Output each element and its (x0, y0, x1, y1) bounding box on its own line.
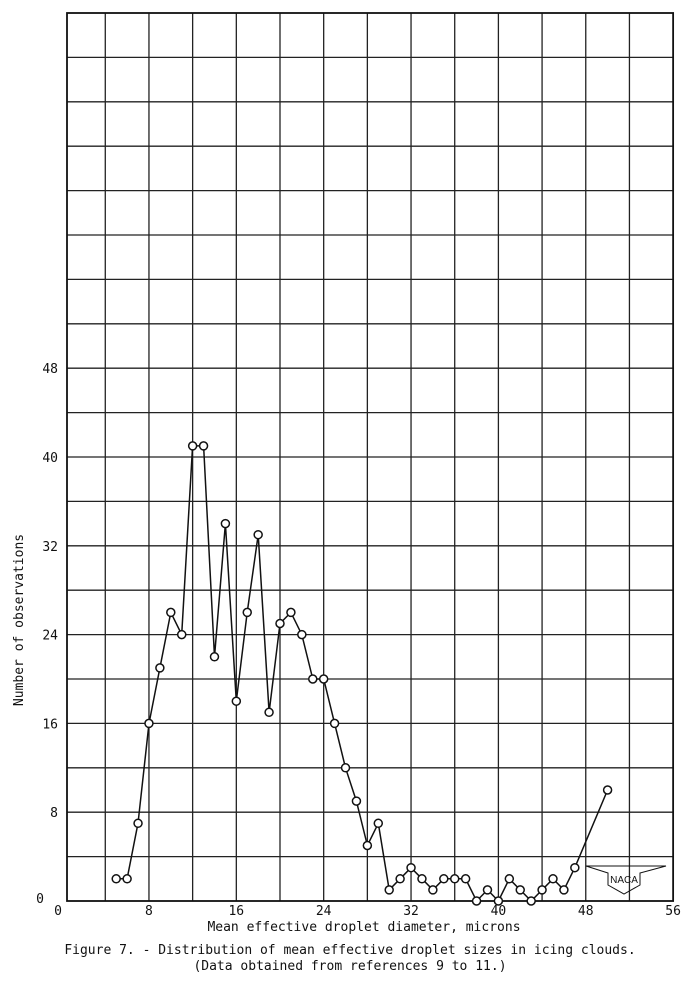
x-tick-label: 16 (228, 904, 244, 919)
data-point (439, 874, 449, 884)
x-tick-label: 40 (491, 904, 507, 919)
y-tick-label: 24 (42, 629, 58, 644)
data-point (264, 707, 274, 718)
data-point (384, 885, 394, 895)
data-point (471, 896, 482, 906)
svg-text:NACA: NACA (610, 875, 638, 886)
y-axis-label: Number of observations (12, 534, 27, 706)
data-point (176, 629, 187, 640)
data-point (417, 874, 427, 884)
data-point (570, 862, 580, 873)
data-point (351, 796, 362, 806)
x-axis-label: Mean effective droplet diameter, microns (207, 920, 520, 935)
data-point (406, 862, 416, 873)
x-tick-label: 56 (665, 904, 681, 919)
data-point (318, 674, 329, 684)
y-axis-ticks: 0 8 16 24 32 40 48 (36, 362, 58, 907)
data-point (297, 629, 307, 640)
figure-caption-line1: Figure 7. - Distribution of mean effecti… (64, 943, 636, 958)
plot-frame (66, 12, 675, 902)
data-point (526, 896, 536, 906)
y-tick-label: 40 (42, 451, 58, 466)
data-point (133, 818, 143, 829)
y-tick-label: 32 (42, 540, 58, 555)
data-point (187, 441, 198, 451)
data-point (504, 874, 515, 884)
grid (66, 12, 675, 902)
data-point (537, 885, 547, 895)
x-tick-label: 0 (54, 904, 62, 919)
data-point (166, 607, 176, 618)
x-tick-label: 24 (316, 904, 332, 919)
data-point (253, 529, 263, 540)
data-point (122, 874, 132, 884)
data-point (428, 885, 438, 895)
data-point (144, 718, 154, 729)
naca-logo: NACA (585, 865, 667, 895)
x-axis-ticks: 0 8 16 24 32 40 48 56 (54, 904, 681, 919)
data-point (548, 874, 558, 884)
data-point (286, 607, 296, 618)
data-point (308, 674, 318, 684)
data-point (329, 718, 340, 729)
y-tick-label: 8 (50, 806, 58, 821)
data-point (373, 818, 384, 829)
data-point (482, 885, 493, 895)
data-point (111, 874, 121, 884)
y-tick-label: 16 (42, 717, 58, 732)
data-point (493, 896, 504, 906)
data-point (362, 840, 373, 851)
data-point (242, 607, 252, 618)
data-point (198, 441, 209, 451)
data-point (602, 785, 613, 795)
data-point (155, 663, 165, 673)
figure-caption-line2: (Data obtained from references 9 to 11.) (193, 959, 507, 974)
data-point (395, 874, 405, 884)
data-point (559, 885, 569, 895)
data-point (340, 763, 351, 773)
y-tick-label: 0 (36, 892, 44, 907)
data-point (231, 696, 242, 706)
x-tick-label: 48 (578, 904, 594, 919)
series-line (111, 441, 613, 906)
data-point (449, 874, 460, 884)
x-tick-label: 8 (145, 904, 153, 919)
data-line (116, 445, 609, 903)
y-tick-label: 48 (42, 362, 58, 377)
data-point (515, 885, 525, 895)
data-point (209, 652, 220, 662)
data-point (275, 618, 285, 629)
x-tick-label: 32 (403, 904, 419, 919)
data-point (220, 518, 231, 529)
data-point (460, 874, 471, 884)
